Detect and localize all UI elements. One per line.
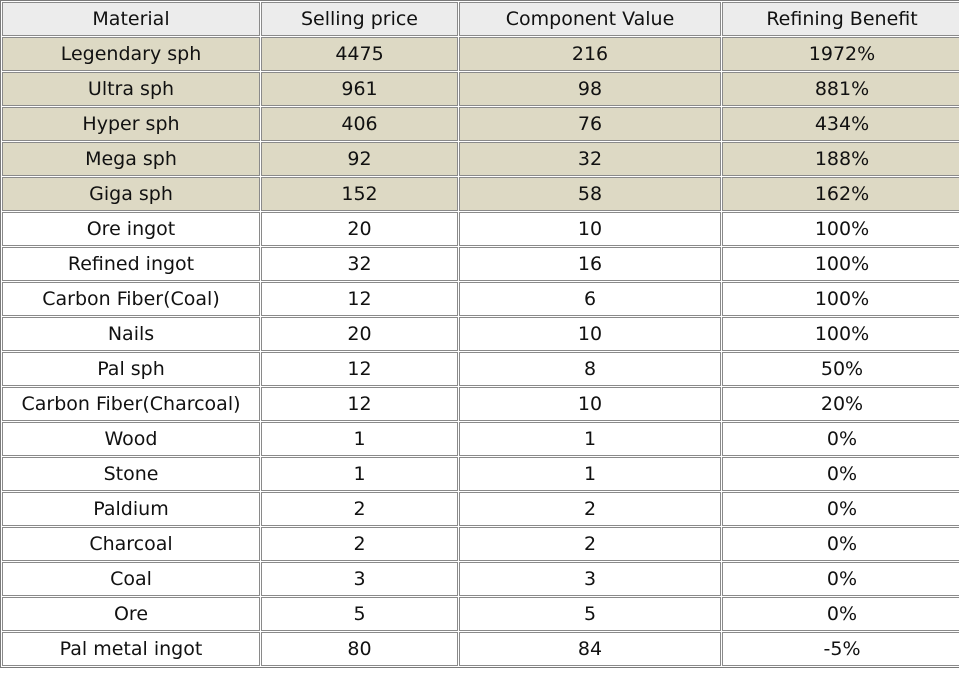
table-cell: Hyper sph bbox=[2, 107, 260, 141]
table-cell: 162% bbox=[722, 177, 959, 211]
table-cell: 1 bbox=[459, 457, 721, 491]
table-row: Ore ingot 20 10 100% bbox=[2, 212, 959, 246]
table-cell: 80 bbox=[261, 632, 458, 666]
table-header: Material Selling price Component Value Refi… bbox=[2, 2, 959, 36]
table-cell: Charcoal bbox=[2, 527, 260, 561]
table-cell: 10 bbox=[459, 387, 721, 421]
table-cell: 32 bbox=[459, 142, 721, 176]
table-cell: 188% bbox=[722, 142, 959, 176]
table-cell: 98 bbox=[459, 72, 721, 106]
table-cell: 6 bbox=[459, 282, 721, 316]
header-row: Material Selling price Component Value Refi… bbox=[2, 2, 959, 36]
table-cell: -5% bbox=[722, 632, 959, 666]
table-row: Legendary sph 4475 216 1972% bbox=[2, 37, 959, 71]
table-row: Mega sph 92 32 188% bbox=[2, 142, 959, 176]
header-cell: Component Value bbox=[459, 2, 721, 36]
table-cell: 20 bbox=[261, 212, 458, 246]
table-cell: 10 bbox=[459, 212, 721, 246]
table-cell: 100% bbox=[722, 317, 959, 351]
table-cell: Ore bbox=[2, 597, 260, 631]
table-cell: 12 bbox=[261, 387, 458, 421]
table-cell: 100% bbox=[722, 212, 959, 246]
table-cell: 32 bbox=[261, 247, 458, 281]
table-cell: 5 bbox=[261, 597, 458, 631]
table-cell: 1 bbox=[261, 422, 458, 456]
table-row: Charcoal 2 2 0% bbox=[2, 527, 959, 561]
table-row: Refined ingot 32 16 100% bbox=[2, 247, 959, 281]
table-cell: 3 bbox=[459, 562, 721, 596]
table-row: Pal sph 12 8 50% bbox=[2, 352, 959, 386]
table-cell: 92 bbox=[261, 142, 458, 176]
table-cell: Giga sph bbox=[2, 177, 260, 211]
table-cell: Coal bbox=[2, 562, 260, 596]
table-cell: 2 bbox=[459, 527, 721, 561]
table-cell: 8 bbox=[459, 352, 721, 386]
table-cell: 961 bbox=[261, 72, 458, 106]
table-cell: Paldium bbox=[2, 492, 260, 526]
table-cell: 216 bbox=[459, 37, 721, 71]
table-cell: 20 bbox=[261, 317, 458, 351]
table-row: Carbon Fiber(Coal) 12 6 100% bbox=[2, 282, 959, 316]
table-cell: Ultra sph bbox=[2, 72, 260, 106]
header-cell: Selling price bbox=[261, 2, 458, 36]
table-cell: Mega sph bbox=[2, 142, 260, 176]
table-cell: Carbon Fiber(Charcoal) bbox=[2, 387, 260, 421]
table-cell: 2 bbox=[459, 492, 721, 526]
table-cell: 152 bbox=[261, 177, 458, 211]
table-row: Ultra sph 961 98 881% bbox=[2, 72, 959, 106]
table-cell: Ore ingot bbox=[2, 212, 260, 246]
table-row: Pal metal ingot 80 84 -5% bbox=[2, 632, 959, 666]
table-cell: 434% bbox=[722, 107, 959, 141]
table-cell: Pal metal ingot bbox=[2, 632, 260, 666]
table-row: Ore 5 5 0% bbox=[2, 597, 959, 631]
table-cell: Wood bbox=[2, 422, 260, 456]
table-cell: 12 bbox=[261, 352, 458, 386]
table-cell: 50% bbox=[722, 352, 959, 386]
table-cell: Legendary sph bbox=[2, 37, 260, 71]
table-cell: 58 bbox=[459, 177, 721, 211]
table-cell: 5 bbox=[459, 597, 721, 631]
table-cell: 4475 bbox=[261, 37, 458, 71]
table-cell: Carbon Fiber(Coal) bbox=[2, 282, 260, 316]
table-cell: Refined ingot bbox=[2, 247, 260, 281]
table-cell: Stone bbox=[2, 457, 260, 491]
table-row: Carbon Fiber(Charcoal) 12 10 20% bbox=[2, 387, 959, 421]
table-cell: Nails bbox=[2, 317, 260, 351]
table-cell: 0% bbox=[722, 597, 959, 631]
table-cell: 3 bbox=[261, 562, 458, 596]
table-row: Stone 1 1 0% bbox=[2, 457, 959, 491]
header-cell: Material bbox=[2, 2, 260, 36]
table-row: Paldium 2 2 0% bbox=[2, 492, 959, 526]
table-cell: 10 bbox=[459, 317, 721, 351]
table-cell: 1 bbox=[261, 457, 458, 491]
table-cell: 12 bbox=[261, 282, 458, 316]
table-cell: 0% bbox=[722, 527, 959, 561]
table-row: Wood 1 1 0% bbox=[2, 422, 959, 456]
table-cell: 16 bbox=[459, 247, 721, 281]
table-cell: 0% bbox=[722, 422, 959, 456]
table-cell: 881% bbox=[722, 72, 959, 106]
table-cell: 20% bbox=[722, 387, 959, 421]
table-row: Coal 3 3 0% bbox=[2, 562, 959, 596]
table-cell: 406 bbox=[261, 107, 458, 141]
table-cell: Pal sph bbox=[2, 352, 260, 386]
header-cell: Refining Benefit bbox=[722, 2, 959, 36]
table-body: Legendary sph 4475 216 1972% Ultra sph 961 98 8… bbox=[2, 37, 959, 666]
table-cell: 0% bbox=[722, 562, 959, 596]
table-cell: 1 bbox=[459, 422, 721, 456]
table-cell: 100% bbox=[722, 247, 959, 281]
table-row: Giga sph 152 58 162% bbox=[2, 177, 959, 211]
table-cell: 0% bbox=[722, 492, 959, 526]
table-row: Hyper sph 406 76 434% bbox=[2, 107, 959, 141]
table-cell: 84 bbox=[459, 632, 721, 666]
table-cell: 2 bbox=[261, 527, 458, 561]
table-cell: 2 bbox=[261, 492, 458, 526]
table-row: Nails 20 10 100% bbox=[2, 317, 959, 351]
table-cell: 1972% bbox=[722, 37, 959, 71]
table-cell: 76 bbox=[459, 107, 721, 141]
material-table: Material Selling price Component Value Refi… bbox=[0, 0, 959, 668]
table-cell: 0% bbox=[722, 457, 959, 491]
table-cell: 100% bbox=[722, 282, 959, 316]
